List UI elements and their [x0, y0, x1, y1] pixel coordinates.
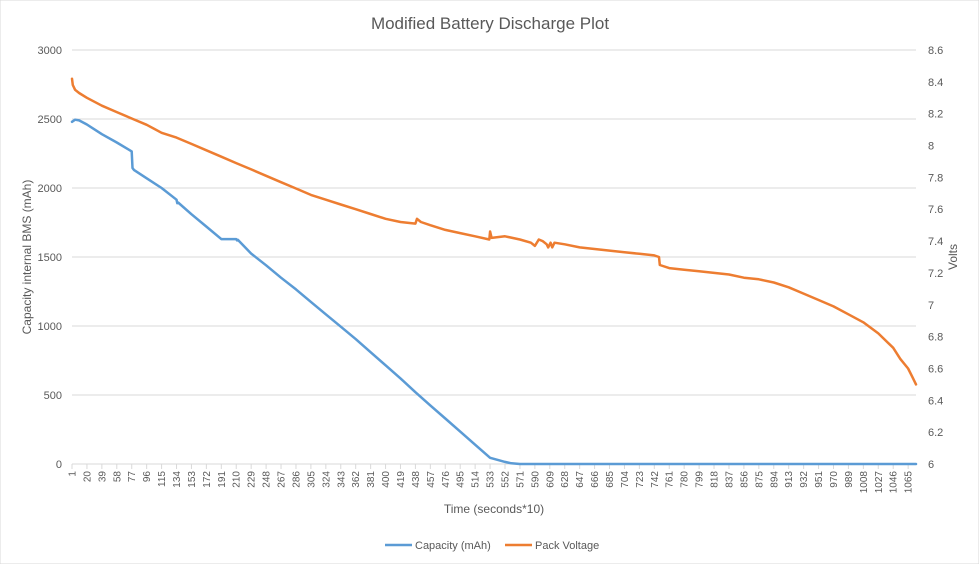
x-tick-label: 1027	[874, 471, 885, 494]
y2-tick-label: 7	[928, 300, 934, 312]
x-tick-label: 286	[291, 471, 302, 488]
x-tick-label: 172	[202, 471, 213, 488]
x-tick-label: 419	[396, 471, 407, 488]
x-tick-label: 210	[232, 471, 243, 488]
x-tick-label: 1	[68, 471, 79, 477]
x-tick-label: 533	[486, 471, 497, 488]
x-tick-label: 96	[142, 471, 153, 483]
x-tick-label: 1046	[889, 471, 900, 494]
y-tick-label: 3000	[38, 45, 62, 57]
x-tick-label: 457	[426, 471, 437, 488]
y2-tick-label: 8.4	[928, 77, 943, 89]
gridlines	[72, 49, 916, 396]
y2-tick-label: 8.6	[928, 45, 943, 57]
x-tick-label: 153	[187, 471, 198, 488]
x-tick-label: 818	[710, 471, 721, 488]
legend-label-capacity: Capacity (mAh)	[415, 540, 491, 552]
x-tick-label: 761	[665, 471, 676, 488]
y-tick-label: 500	[44, 390, 62, 402]
y2-tick-label: 6.2	[928, 427, 943, 439]
y2-tick-label: 6.4	[928, 395, 943, 407]
x-tick-label: 837	[724, 471, 735, 488]
x-tick-label: 229	[247, 471, 258, 488]
x-tick-label: 1065	[904, 471, 915, 494]
y-tick-label: 0	[56, 459, 62, 471]
x-tick-label: 913	[784, 471, 795, 488]
x-tick-label: 58	[112, 471, 123, 483]
x-tick-label: 932	[799, 471, 810, 488]
x-tick-label: 552	[501, 471, 512, 488]
x-tick-label: 704	[620, 471, 631, 488]
y-axis-title: Capacity internal BMS (mAh)	[20, 180, 34, 335]
x-tick-label: 324	[321, 471, 332, 488]
y-tick-label: 1500	[38, 252, 62, 264]
y2-tick-label: 8.2	[928, 109, 943, 121]
capacity-series-line	[70, 118, 918, 466]
y-tick-label: 2000	[38, 183, 62, 195]
x-tick-label: 571	[515, 471, 526, 488]
x-tick-label: 609	[545, 471, 556, 488]
x-tick-label: 115	[157, 471, 168, 487]
x-tick-label: 362	[351, 471, 362, 488]
x-tick-label: 628	[560, 471, 571, 488]
y2-tick-label: 7.6	[928, 204, 943, 216]
y-tick-label: 1000	[38, 321, 62, 333]
axes: 0 500 1000 1500 2000 2500 3000 6 6.2 6.4 6.6 6.8 7 7.…	[38, 45, 944, 493]
y2-tick-label: 8	[928, 141, 934, 153]
y2-axis-title: Volts	[946, 244, 960, 270]
y2-tick-label: 7.4	[928, 236, 943, 248]
x-tick-label: 495	[456, 471, 467, 488]
x-tick-label: 970	[829, 471, 840, 488]
x-tick-label: 39	[97, 471, 108, 483]
x-tick-label: 20	[82, 471, 93, 483]
x-tick-label: 856	[739, 471, 750, 488]
voltage-series-line	[70, 77, 918, 386]
x-tick-label: 343	[336, 471, 347, 488]
x-tick-label: 400	[381, 471, 392, 488]
x-tick-label: 951	[814, 471, 825, 488]
x-tick-label: 514	[471, 471, 482, 488]
x-tick-label: 77	[127, 471, 138, 483]
x-tick-label: 476	[441, 471, 452, 488]
x-tick-label: 742	[650, 471, 661, 488]
chart-title: Modified Battery Discharge Plot	[371, 14, 609, 33]
x-tick-label: 438	[411, 471, 422, 488]
y2-tick-label: 6.6	[928, 363, 943, 375]
x-tick-label: 799	[695, 471, 706, 488]
x-tick-label: 134	[172, 471, 183, 488]
y2-tick-label: 7.8	[928, 172, 943, 184]
y2-tick-label: 6	[928, 459, 934, 471]
x-tick-label: 685	[605, 471, 616, 488]
x-axis-title: Time (seconds*10)	[444, 502, 544, 516]
x-tick-label: 305	[306, 471, 317, 488]
x-tick-label: 590	[530, 471, 541, 488]
y-tick-label: 2500	[38, 114, 62, 126]
legend: Capacity (mAh) Pack Voltage	[385, 540, 599, 552]
x-tick-label: 989	[844, 471, 855, 488]
y2-tick-label: 7.2	[928, 268, 943, 280]
x-tick-label: 267	[277, 471, 288, 488]
x-tick-label: 1008	[859, 471, 870, 494]
x-tick-label: 894	[769, 471, 780, 488]
x-tick-label: 723	[635, 471, 646, 488]
x-tick-label: 647	[575, 471, 586, 488]
series-lines	[70, 77, 918, 466]
x-tick-label: 666	[590, 471, 601, 488]
x-tick-label: 875	[754, 471, 765, 488]
x-tick-label: 191	[217, 471, 228, 488]
y2-tick-label: 6.8	[928, 332, 943, 344]
x-tick-label: 780	[680, 471, 691, 488]
legend-label-voltage: Pack Voltage	[535, 540, 599, 552]
x-tick-label: 248	[262, 471, 273, 488]
x-tick-label: 381	[366, 471, 377, 488]
